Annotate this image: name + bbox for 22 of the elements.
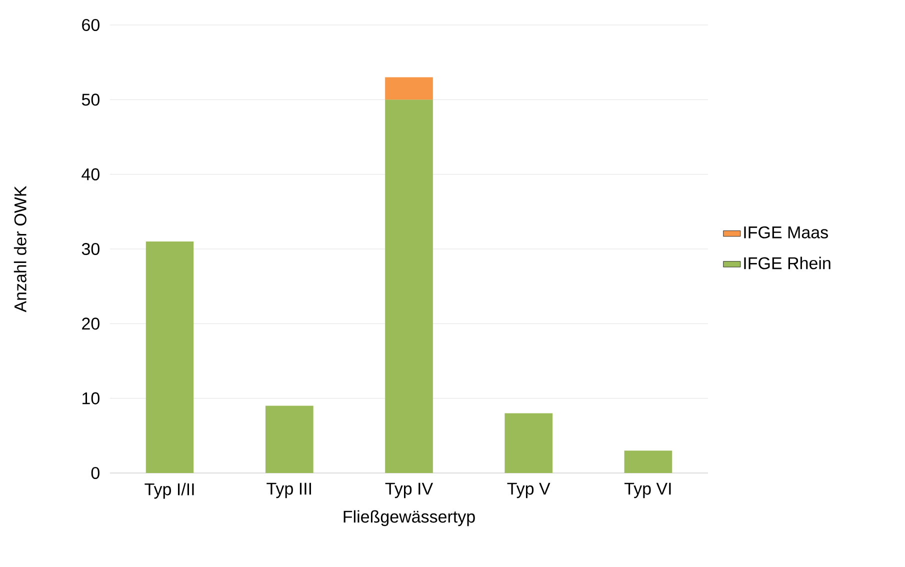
bar [385, 100, 433, 473]
y-axis-title: Anzahl der OWK [14, 186, 26, 312]
x-tick-label: Typ III [266, 482, 311, 498]
legend-label: IFGE Maas [744, 226, 828, 238]
y-tick-label: 50 [82, 94, 100, 106]
y-tick-label: 0 [91, 466, 100, 480]
x-tick-label: Typ VI [624, 482, 671, 498]
bar [385, 77, 433, 100]
x-tick-label: Typ I/II [144, 482, 194, 499]
y-tick-label: 10 [82, 392, 100, 404]
y-tick-label: 60 [82, 18, 100, 32]
bar [504, 413, 553, 473]
x-axis-title: Fließgewässertyp [344, 510, 475, 526]
bar [146, 242, 194, 473]
y-tick-label: 30 [82, 242, 100, 256]
bar [624, 450, 672, 473]
x-tick-label: Typ IV [385, 482, 434, 498]
y-tick-label: 20 [82, 318, 100, 330]
bar [265, 406, 314, 473]
x-tick-label: Typ V [507, 482, 550, 498]
y-tick-label: 40 [82, 168, 100, 180]
legend-label: IFGE Rhein [744, 256, 830, 270]
